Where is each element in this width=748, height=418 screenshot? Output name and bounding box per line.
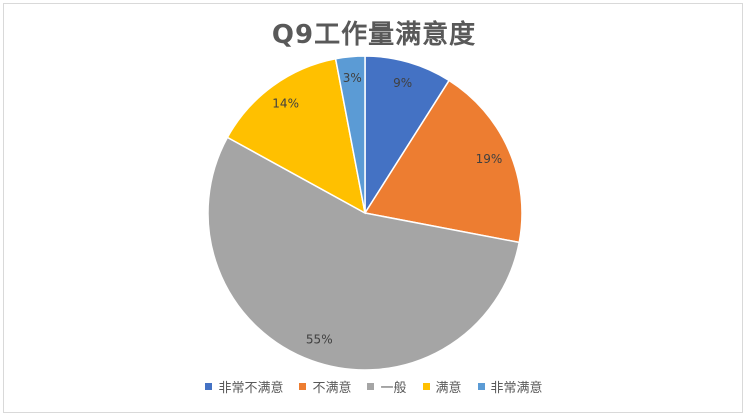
data-label-1: 9% [393,76,412,90]
legend-label-5: 非常满意 [490,381,543,396]
legend-item-4: 满意 [422,377,462,396]
pie-slice-1 [364,55,451,216]
data-label-2: 19% [476,152,503,166]
legend-item-2: 不满意 [299,377,351,396]
pie-slice-3 [207,136,521,371]
legend-item-1: 非常不满意 [205,377,283,396]
legend-swatch-5 [477,383,485,390]
legend-label-1: 非常不满意 [218,381,284,396]
data-label-4: 14% [272,96,299,110]
legend-swatch-4 [422,383,430,390]
legend-swatch-1 [205,383,213,390]
legend-swatch-3 [367,383,375,390]
pie-slice-2 [363,79,523,244]
chart-title: Q9工作量满意度 [271,20,477,50]
legend-label-2: 不满意 [312,381,352,396]
chart-legend: 非常不满意 不满意 一般 满意 非常满意 [0,377,748,396]
data-label-3: 55% [306,333,333,347]
legend-item-5: 非常满意 [477,377,543,396]
data-label-5: 3% [343,71,362,85]
legend-item-3: 一般 [367,377,407,396]
legend-label-3: 一般 [380,381,407,396]
pie-slice-5 [334,55,366,214]
pie-slice-4 [226,57,367,215]
legend-label-4: 满意 [435,381,462,396]
legend-swatch-2 [299,383,307,390]
